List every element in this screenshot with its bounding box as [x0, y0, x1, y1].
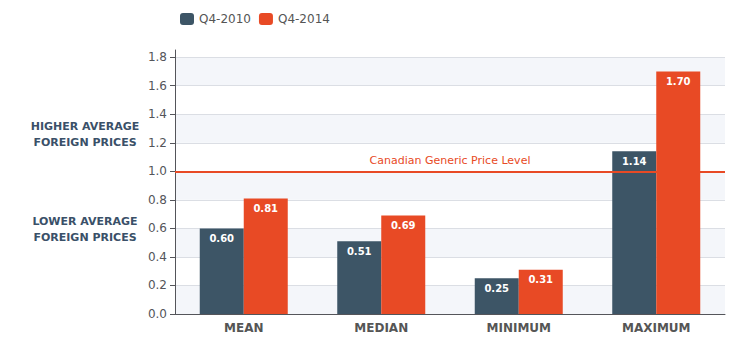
svg-text:0.69: 0.69	[391, 220, 416, 231]
svg-text:0.6: 0.6	[148, 221, 167, 235]
svg-text:1.6: 1.6	[148, 79, 167, 93]
svg-text:1.14: 1.14	[622, 156, 647, 167]
svg-text:MEDIAN: MEDIAN	[354, 321, 408, 335]
svg-text:0.4: 0.4	[148, 250, 167, 264]
svg-text:Canadian Generic Price Level: Canadian Generic Price Level	[370, 154, 531, 167]
svg-text:0.31: 0.31	[528, 274, 553, 285]
svg-text:0.81: 0.81	[253, 203, 278, 214]
svg-text:0.0: 0.0	[148, 307, 167, 321]
svg-text:1.4: 1.4	[148, 107, 167, 121]
svg-text:MAXIMUM: MAXIMUM	[622, 321, 691, 335]
svg-text:MEAN: MEAN	[224, 321, 263, 335]
svg-text:FOREIGN PRICES: FOREIGN PRICES	[33, 231, 136, 244]
svg-text:1.70: 1.70	[666, 76, 691, 87]
svg-text:MINIMUM: MINIMUM	[486, 321, 551, 335]
svg-text:FOREIGN PRICES: FOREIGN PRICES	[33, 136, 136, 149]
svg-text:1.2: 1.2	[148, 136, 167, 150]
svg-text:HIGHER AVERAGE: HIGHER AVERAGE	[31, 120, 140, 133]
svg-text:Q4-2010: Q4-2010	[199, 12, 251, 26]
svg-text:LOWER AVERAGE: LOWER AVERAGE	[32, 215, 137, 228]
svg-text:0.8: 0.8	[148, 193, 167, 207]
svg-text:0.51: 0.51	[347, 246, 372, 257]
svg-text:0.60: 0.60	[209, 233, 234, 244]
svg-text:Q4-2014: Q4-2014	[278, 12, 330, 26]
svg-text:1.0: 1.0	[148, 164, 167, 178]
svg-text:1.8: 1.8	[148, 50, 167, 64]
svg-text:0.25: 0.25	[484, 283, 509, 294]
svg-text:0.2: 0.2	[148, 278, 167, 292]
